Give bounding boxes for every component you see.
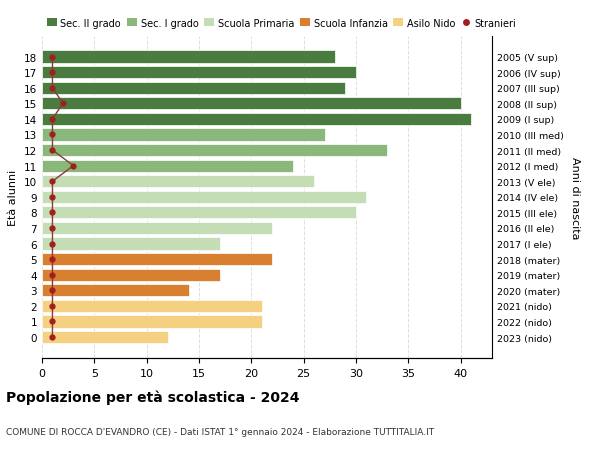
Bar <box>42 269 220 281</box>
Y-axis label: Anni di nascita: Anni di nascita <box>571 156 580 239</box>
Bar <box>42 285 188 297</box>
Text: COMUNE DI ROCCA D'EVANDRO (CE) - Dati ISTAT 1° gennaio 2024 - Elaborazione TUTTI: COMUNE DI ROCCA D'EVANDRO (CE) - Dati IS… <box>6 427 434 436</box>
Bar <box>42 113 471 126</box>
Bar <box>42 300 262 312</box>
Bar <box>42 129 325 141</box>
Bar <box>42 253 272 266</box>
Bar <box>42 191 367 203</box>
Bar <box>42 176 314 188</box>
Bar <box>42 83 346 95</box>
Bar <box>42 207 356 219</box>
Bar <box>42 145 388 157</box>
Bar <box>42 98 461 110</box>
Bar <box>42 160 293 172</box>
Y-axis label: Età alunni: Età alunni <box>8 169 19 225</box>
Legend: Sec. II grado, Sec. I grado, Scuola Primaria, Scuola Infanzia, Asilo Nido, Stran: Sec. II grado, Sec. I grado, Scuola Prim… <box>47 19 517 28</box>
Bar <box>42 51 335 63</box>
Bar <box>42 67 356 79</box>
Text: Popolazione per età scolastica - 2024: Popolazione per età scolastica - 2024 <box>6 390 299 405</box>
Bar <box>42 316 262 328</box>
Bar <box>42 331 167 343</box>
Bar <box>42 223 272 235</box>
Bar <box>42 238 220 250</box>
